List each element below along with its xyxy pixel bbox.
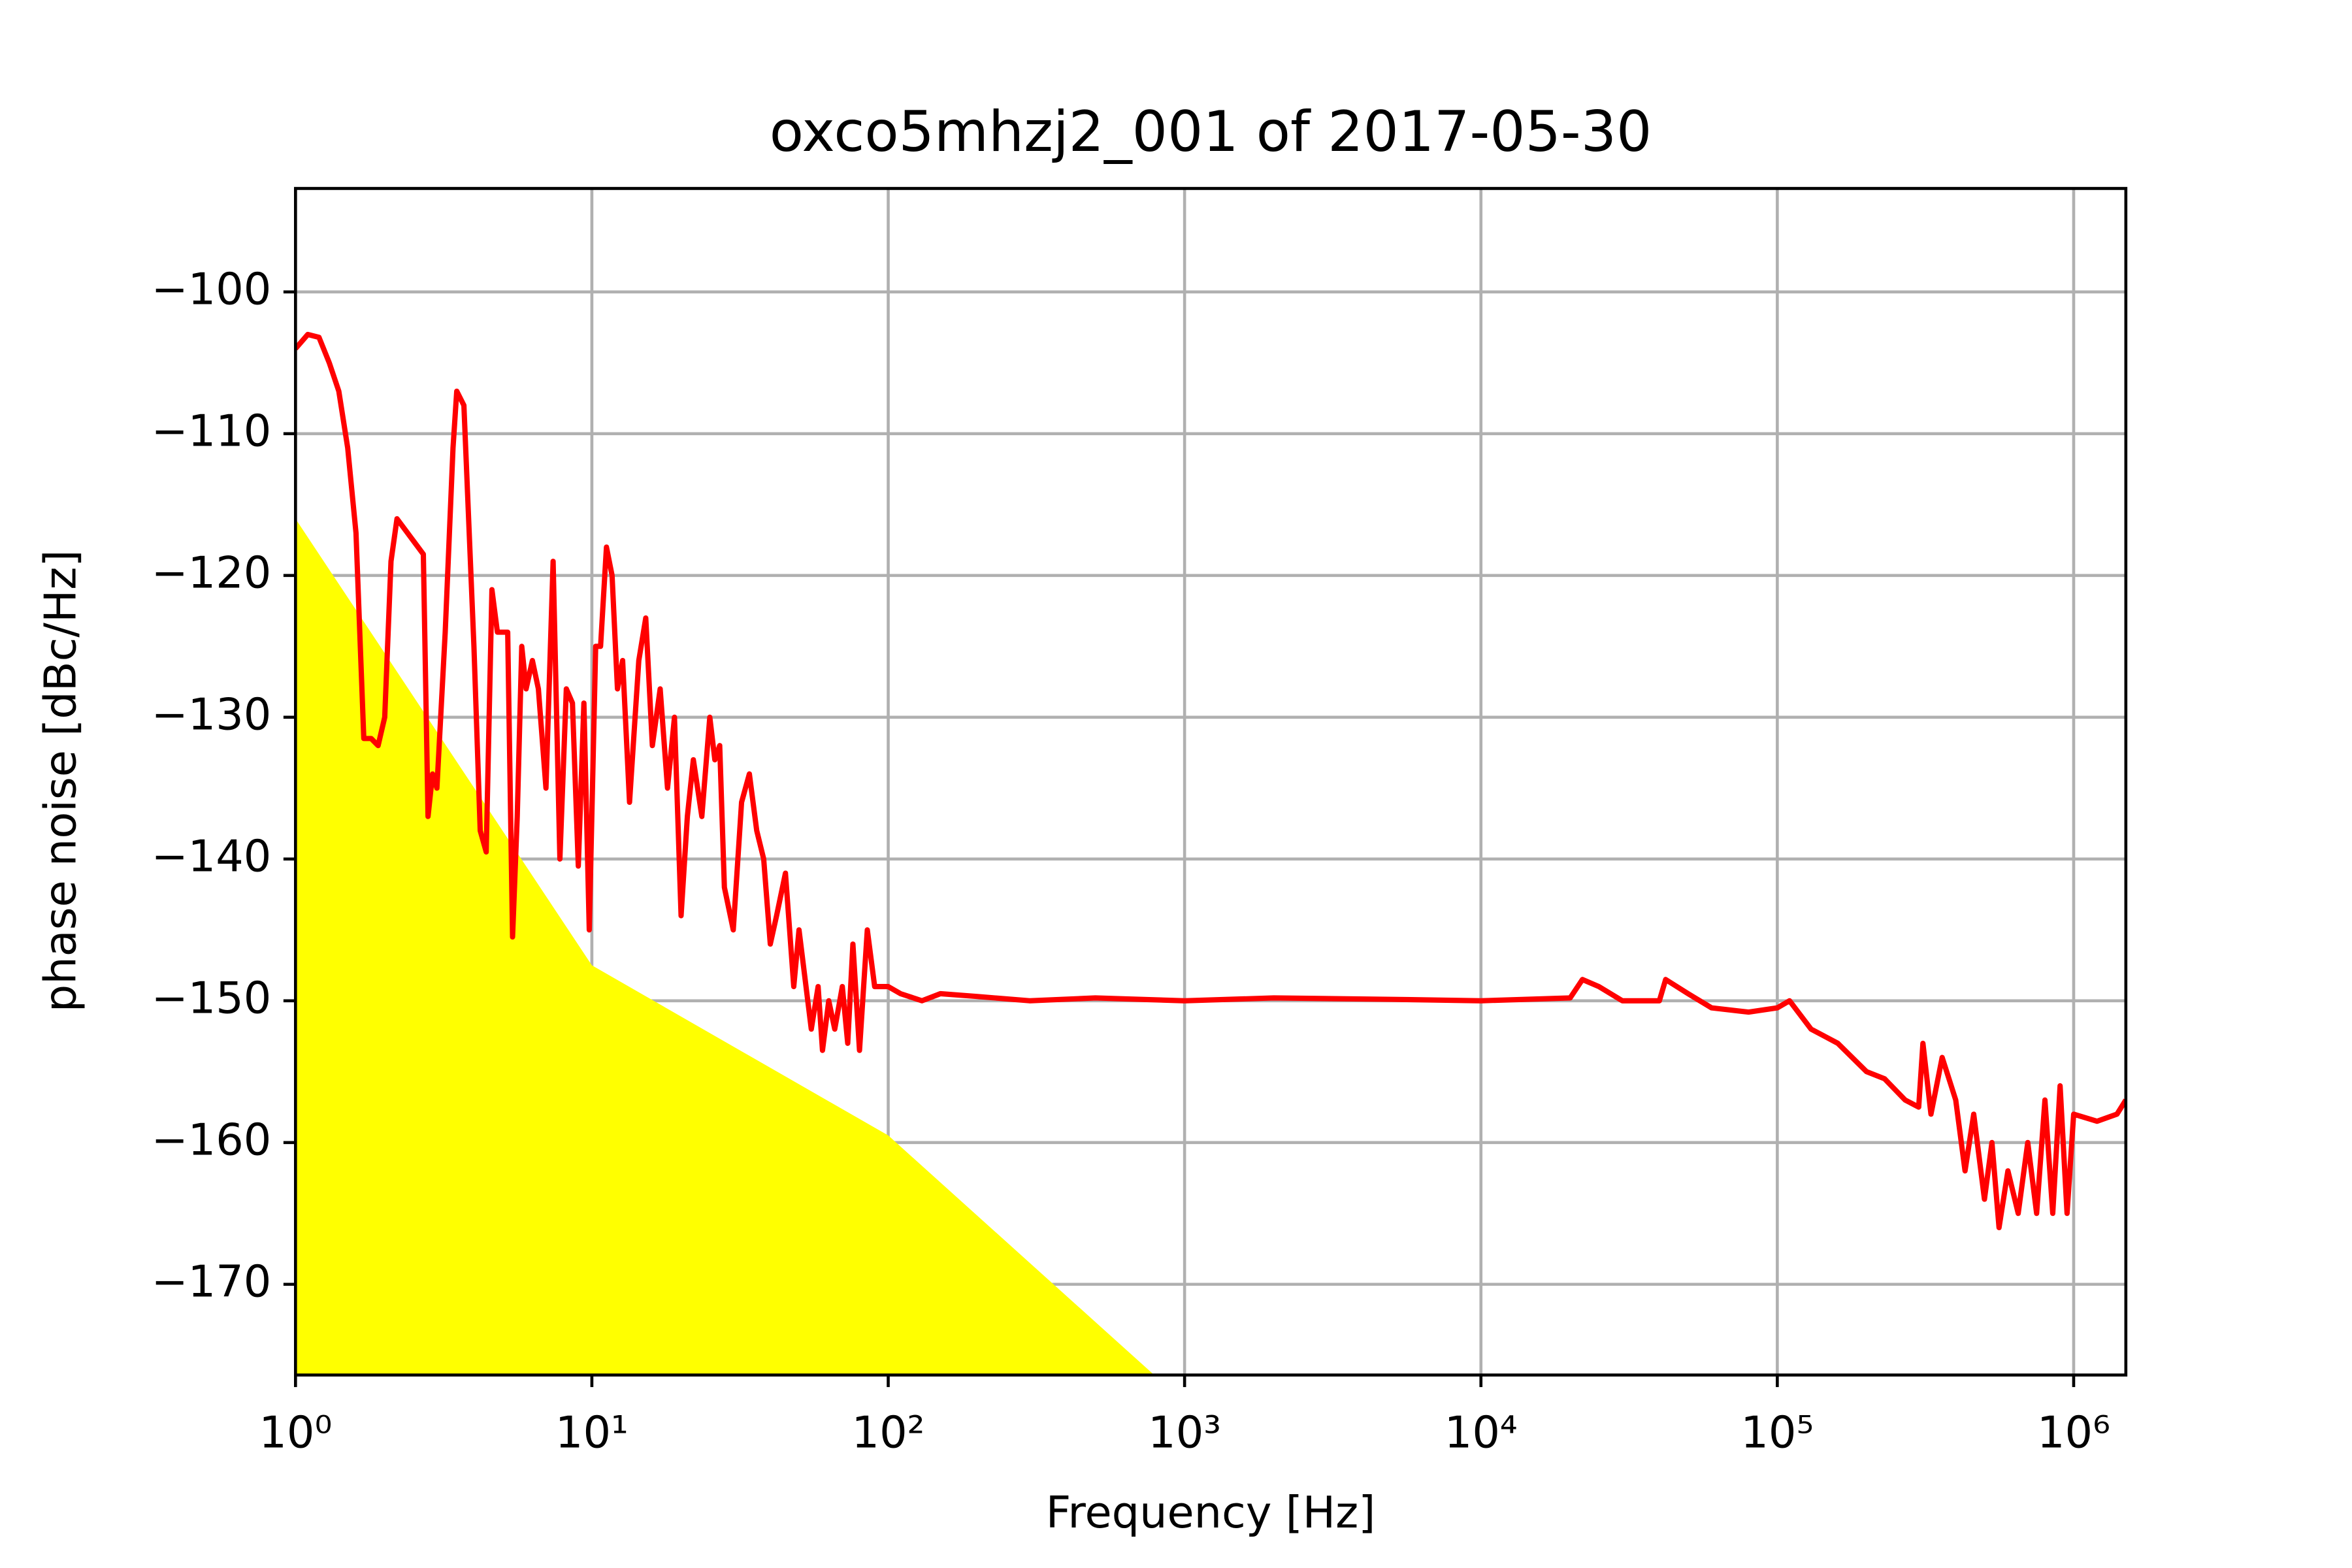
x-tick-label: 10⁵ bbox=[1740, 1407, 1814, 1458]
x-tick-label: 10² bbox=[852, 1407, 925, 1458]
plot-area bbox=[295, 331, 2126, 1375]
chart-title: oxco5mhzj2_001 of 2017-05-30 bbox=[770, 100, 1652, 165]
y-tick-label: −150 bbox=[152, 972, 272, 1023]
x-axis-label: Frequency [Hz] bbox=[1046, 1487, 1376, 1538]
y-tick-label: −170 bbox=[152, 1256, 272, 1307]
ticks: 10⁰ 10¹ 10² 10³ 10⁴ 10⁵ 10⁶ −100 −110 −120 −130 −14… bbox=[152, 263, 2110, 1458]
line bbox=[295, 331, 2126, 1230]
area bbox=[295, 519, 1164, 1375]
x-tick-label: 10⁰ bbox=[259, 1407, 332, 1458]
y-tick-label: −130 bbox=[152, 689, 272, 740]
x-tick-label: 10¹ bbox=[555, 1407, 629, 1458]
y-tick-label: −120 bbox=[152, 547, 272, 598]
x-tick-label: 10³ bbox=[1148, 1407, 1221, 1458]
y-axis-label: phase noise [dBc/Hz] bbox=[35, 550, 86, 1013]
y-tick-label: −100 bbox=[152, 263, 272, 314]
x-tick-label: 10⁴ bbox=[1445, 1407, 1518, 1458]
y-tick-label: −110 bbox=[152, 405, 272, 456]
grid bbox=[293, 188, 2126, 1375]
y-tick-label: −140 bbox=[152, 830, 272, 881]
x-tick-label: 10⁶ bbox=[2037, 1407, 2110, 1458]
axes-frame bbox=[293, 187, 2128, 1377]
y-tick-label: −160 bbox=[152, 1114, 272, 1165]
